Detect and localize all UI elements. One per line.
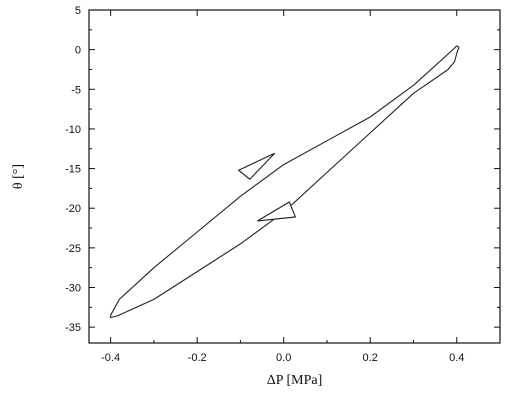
series-line (110, 45, 460, 319)
x-axis: -0.4 -0.2 0.0 0.2 0.4 (101, 10, 464, 364)
plot-frame (88, 9, 501, 344)
y-tick-label: -20 (65, 203, 81, 215)
plot-border (88, 9, 501, 344)
y-axis: 5 0 -5 -10 -15 -20 -25 -30 -35 (65, 5, 500, 334)
x-tick-label: -0.4 (101, 352, 120, 364)
y-tick-label: -35 (65, 322, 81, 334)
annotation-layer (237, 152, 297, 222)
y-axis-title: θ [°] (11, 164, 26, 189)
y-tick-label: -10 (65, 124, 81, 136)
direction-arrow (237, 152, 276, 180)
x-tick-label: 0.2 (363, 352, 378, 364)
y-tick-label: -30 (65, 283, 81, 295)
y-tick-label: -15 (65, 164, 81, 176)
direction-arrow (257, 201, 297, 222)
x-axis-title: ΔP [MPa] (267, 373, 323, 388)
y-tick-label: 0 (75, 45, 81, 57)
x-tick-label: -0.2 (188, 352, 207, 364)
y-tick-label: -5 (71, 84, 81, 96)
y-tick-label: 5 (75, 5, 81, 17)
x-tick-label: 0.4 (449, 352, 464, 364)
series-layer (110, 45, 460, 319)
y-tick-label: -25 (65, 243, 81, 255)
x-tick-label: 0.0 (276, 352, 291, 364)
